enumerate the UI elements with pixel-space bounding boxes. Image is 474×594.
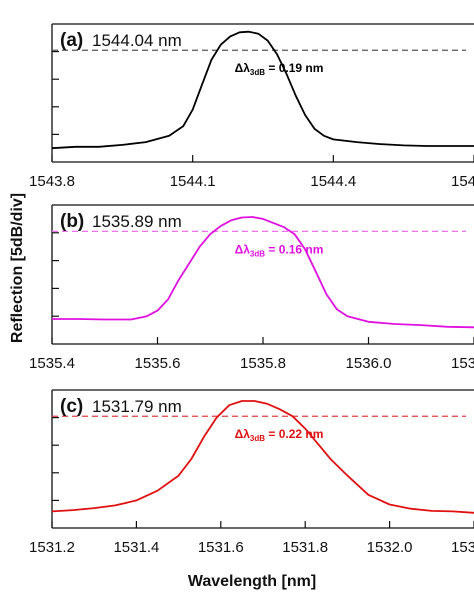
- x-tick-label: 1532.0: [367, 539, 413, 556]
- center-wavelength-label: 1535.89 nm: [92, 212, 182, 231]
- x-tick-label: 1535.8: [240, 355, 286, 372]
- x-tick-label: 1536.2: [451, 355, 474, 372]
- y-axis-title: Reflection [5dB/div]: [9, 193, 26, 343]
- x-tick-label: 1544.7: [451, 173, 474, 190]
- panel-1: 1535.4 1535.6 1535.8 1536.0 1536.2 (b) 1535.89…: [29, 204, 474, 372]
- spectrum-line: [52, 216, 474, 329]
- panel-0: 1543.8 1544.1 1544.4 1544.7 (a) 1544.04 nm Δλ3…: [29, 23, 474, 190]
- center-wavelength-label: 1544.04 nm: [92, 31, 182, 50]
- panel-tag: (a): [60, 30, 83, 51]
- x-tick-label: 1531.4: [113, 539, 159, 556]
- bandwidth-annotation: Δλ3dB = 0.16 nm: [235, 242, 324, 258]
- x-tick-label: 1531.6: [198, 539, 244, 556]
- bandwidth-annotation: Δλ3dB = 0.19 nm: [235, 61, 324, 77]
- x-tick-label: 1543.8: [29, 173, 75, 190]
- spectrum-line: [51, 30, 474, 150]
- x-tick-label: 1535.6: [135, 355, 181, 372]
- spectrum-line: [51, 400, 474, 514]
- center-wavelength-label: 1531.79 nm: [92, 397, 182, 416]
- bandwidth-annotation: Δλ3dB = 0.22 nm: [235, 427, 324, 443]
- x-axis-title: Wavelength [nm]: [188, 573, 316, 590]
- panel-tag: (c): [60, 396, 83, 417]
- panel-2: 1531.2 1531.4 1531.6 1531.8 1532.0 1532.2 (c) 1…: [29, 389, 474, 556]
- panel-tag: (b): [60, 211, 84, 232]
- x-tick-label: 1532.2: [451, 539, 474, 556]
- x-tick-label: 1544.4: [310, 173, 356, 190]
- x-tick-label: 1535.4: [29, 355, 75, 372]
- panels-group: 1543.8 1544.1 1544.4 1544.7 (a) 1544.04 nm Δλ3…: [29, 23, 474, 556]
- x-tick-label: 1531.8: [282, 539, 328, 556]
- x-tick-label: 1544.1: [170, 173, 216, 190]
- x-tick-label: 1536.0: [346, 355, 392, 372]
- x-tick-label: 1531.2: [29, 539, 75, 556]
